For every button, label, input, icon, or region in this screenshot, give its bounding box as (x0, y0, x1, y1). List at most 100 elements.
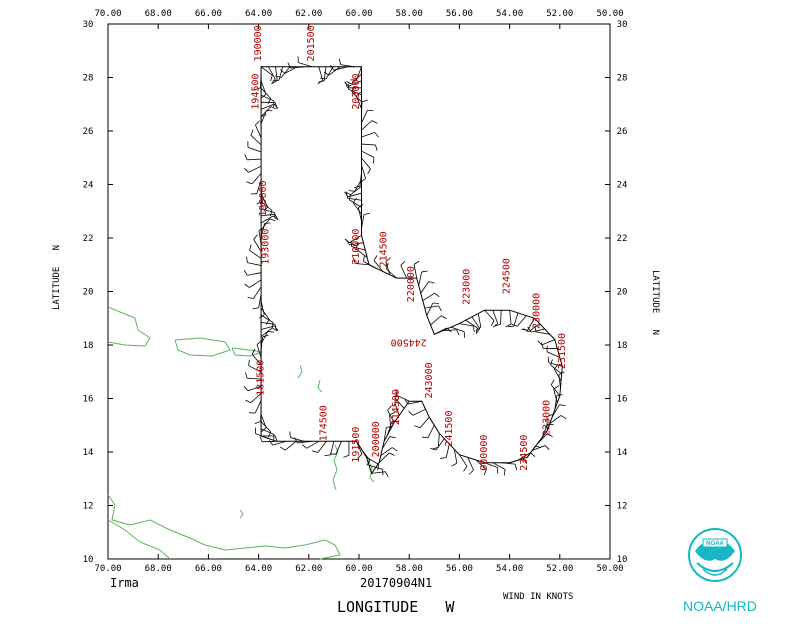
wind-barb-flag (363, 255, 365, 262)
wind-barb (260, 307, 270, 320)
wind-barb-flag (522, 458, 527, 464)
x-tick-label-bottom: 50.00 (596, 564, 623, 574)
x-tick-label-top: 66.00 (195, 9, 222, 19)
wind-barb (541, 339, 555, 346)
wind-barb (352, 202, 362, 215)
wind-barb (261, 213, 276, 217)
wind-barb-flag (267, 98, 272, 104)
wind-barb-flag (245, 372, 248, 379)
wind-barb (513, 312, 519, 327)
wind-barb (251, 173, 262, 185)
wind-barb (413, 264, 418, 279)
x-axis-title: LONGITUDE W (337, 598, 455, 616)
wind-barb (260, 103, 275, 110)
x-tick-label-bottom: 54.00 (496, 564, 523, 574)
time-label: 233000 (542, 400, 553, 436)
wind-barb (354, 178, 362, 192)
wind-barb-flag (247, 296, 254, 300)
time-label: 000000 (479, 435, 490, 471)
wind-barb-flag (537, 340, 543, 346)
wind-barb-flag (491, 320, 495, 327)
wind-barb (348, 89, 362, 96)
wind-barb-flag (338, 58, 341, 65)
wind-barb (248, 365, 262, 373)
wind-barb (400, 265, 408, 279)
wind-barb (412, 408, 426, 416)
wind-barbs (243, 56, 567, 478)
wind-barb-flag (374, 132, 379, 138)
wind-barb (383, 427, 387, 442)
x-tick-label-top: 62.00 (295, 9, 322, 19)
x-tick-label-top: 64.00 (245, 9, 272, 19)
wind-barb (427, 425, 435, 438)
wind-barb-flag (389, 411, 396, 416)
wind-barb (445, 443, 450, 458)
time-label: 210000 (351, 229, 362, 265)
wind-barb (385, 261, 391, 275)
wind-barb-flag (377, 464, 380, 471)
wind-barb-flag (329, 65, 335, 71)
wind-barb-flag (440, 457, 447, 459)
wind-barb (442, 329, 457, 332)
wind-barb-flag (358, 203, 364, 208)
wind-barb (517, 315, 527, 327)
wind-barb-flag (346, 239, 350, 246)
coast-segment (107, 306, 151, 347)
wind-barb-flag (246, 181, 253, 185)
wind-barb-flag (259, 314, 265, 319)
wind-barb (380, 447, 393, 456)
wind-barb-flag (361, 99, 368, 103)
wind-barb-flag (263, 206, 268, 212)
wind-barb (247, 377, 262, 380)
time-label: 174500 (318, 405, 329, 441)
wind-barb (424, 305, 439, 309)
wind-barb (260, 314, 274, 323)
wind-barb (532, 445, 546, 452)
wind-barb (255, 124, 262, 138)
wind-barb-flag (550, 379, 555, 386)
wind-barb (361, 132, 375, 138)
wind-barb (260, 300, 265, 315)
wind-barb-flag (456, 329, 460, 336)
coast-segment (107, 519, 171, 560)
y-tick-label-left: 14 (83, 448, 94, 458)
wind-barb (450, 326, 465, 333)
wind-barb-flag (387, 405, 392, 411)
time-label: 223000 (461, 269, 472, 305)
y-tick-label-left: 22 (83, 234, 94, 244)
y-tick-label-left: 28 (83, 74, 94, 84)
wind-barb-flag (269, 210, 273, 217)
wind-barb (396, 394, 410, 402)
x-tick-label-bottom: 68.00 (145, 564, 172, 574)
wind-barb (325, 66, 334, 80)
wind-barb (306, 440, 320, 449)
wind-barb (253, 239, 262, 252)
wind-barb-flag (375, 144, 378, 151)
wind-barb-flag (451, 462, 458, 467)
wind-barb-flag (272, 215, 279, 221)
wind-barb-flag (468, 469, 474, 475)
wind-barb-flag (421, 270, 428, 273)
wind-barb-flag (546, 433, 553, 437)
wind-barb-flag (252, 307, 259, 310)
wind-barb (477, 313, 482, 328)
wind-barb (550, 364, 562, 375)
wind-barb (471, 316, 481, 329)
wind-barb (420, 281, 430, 294)
x-tick-label-bottom: 62.00 (295, 564, 322, 574)
wind-barb (272, 440, 287, 446)
wind-barb (355, 263, 370, 266)
wind-barb (248, 165, 262, 173)
wind-barb (275, 66, 278, 81)
flight-track-line (260, 66, 563, 475)
wind-barb (256, 344, 262, 358)
wind-barb-flag (511, 323, 518, 327)
y-tick-label-right: 28 (617, 74, 628, 84)
y-tick-label-right: 20 (617, 288, 628, 298)
time-label: 181500 (256, 360, 267, 396)
time-label: 234500 (519, 435, 530, 471)
wind-barb (247, 272, 262, 276)
wind-barb (550, 384, 561, 397)
wind-barb-flag (267, 331, 274, 333)
wind-barb-flag (400, 260, 406, 266)
